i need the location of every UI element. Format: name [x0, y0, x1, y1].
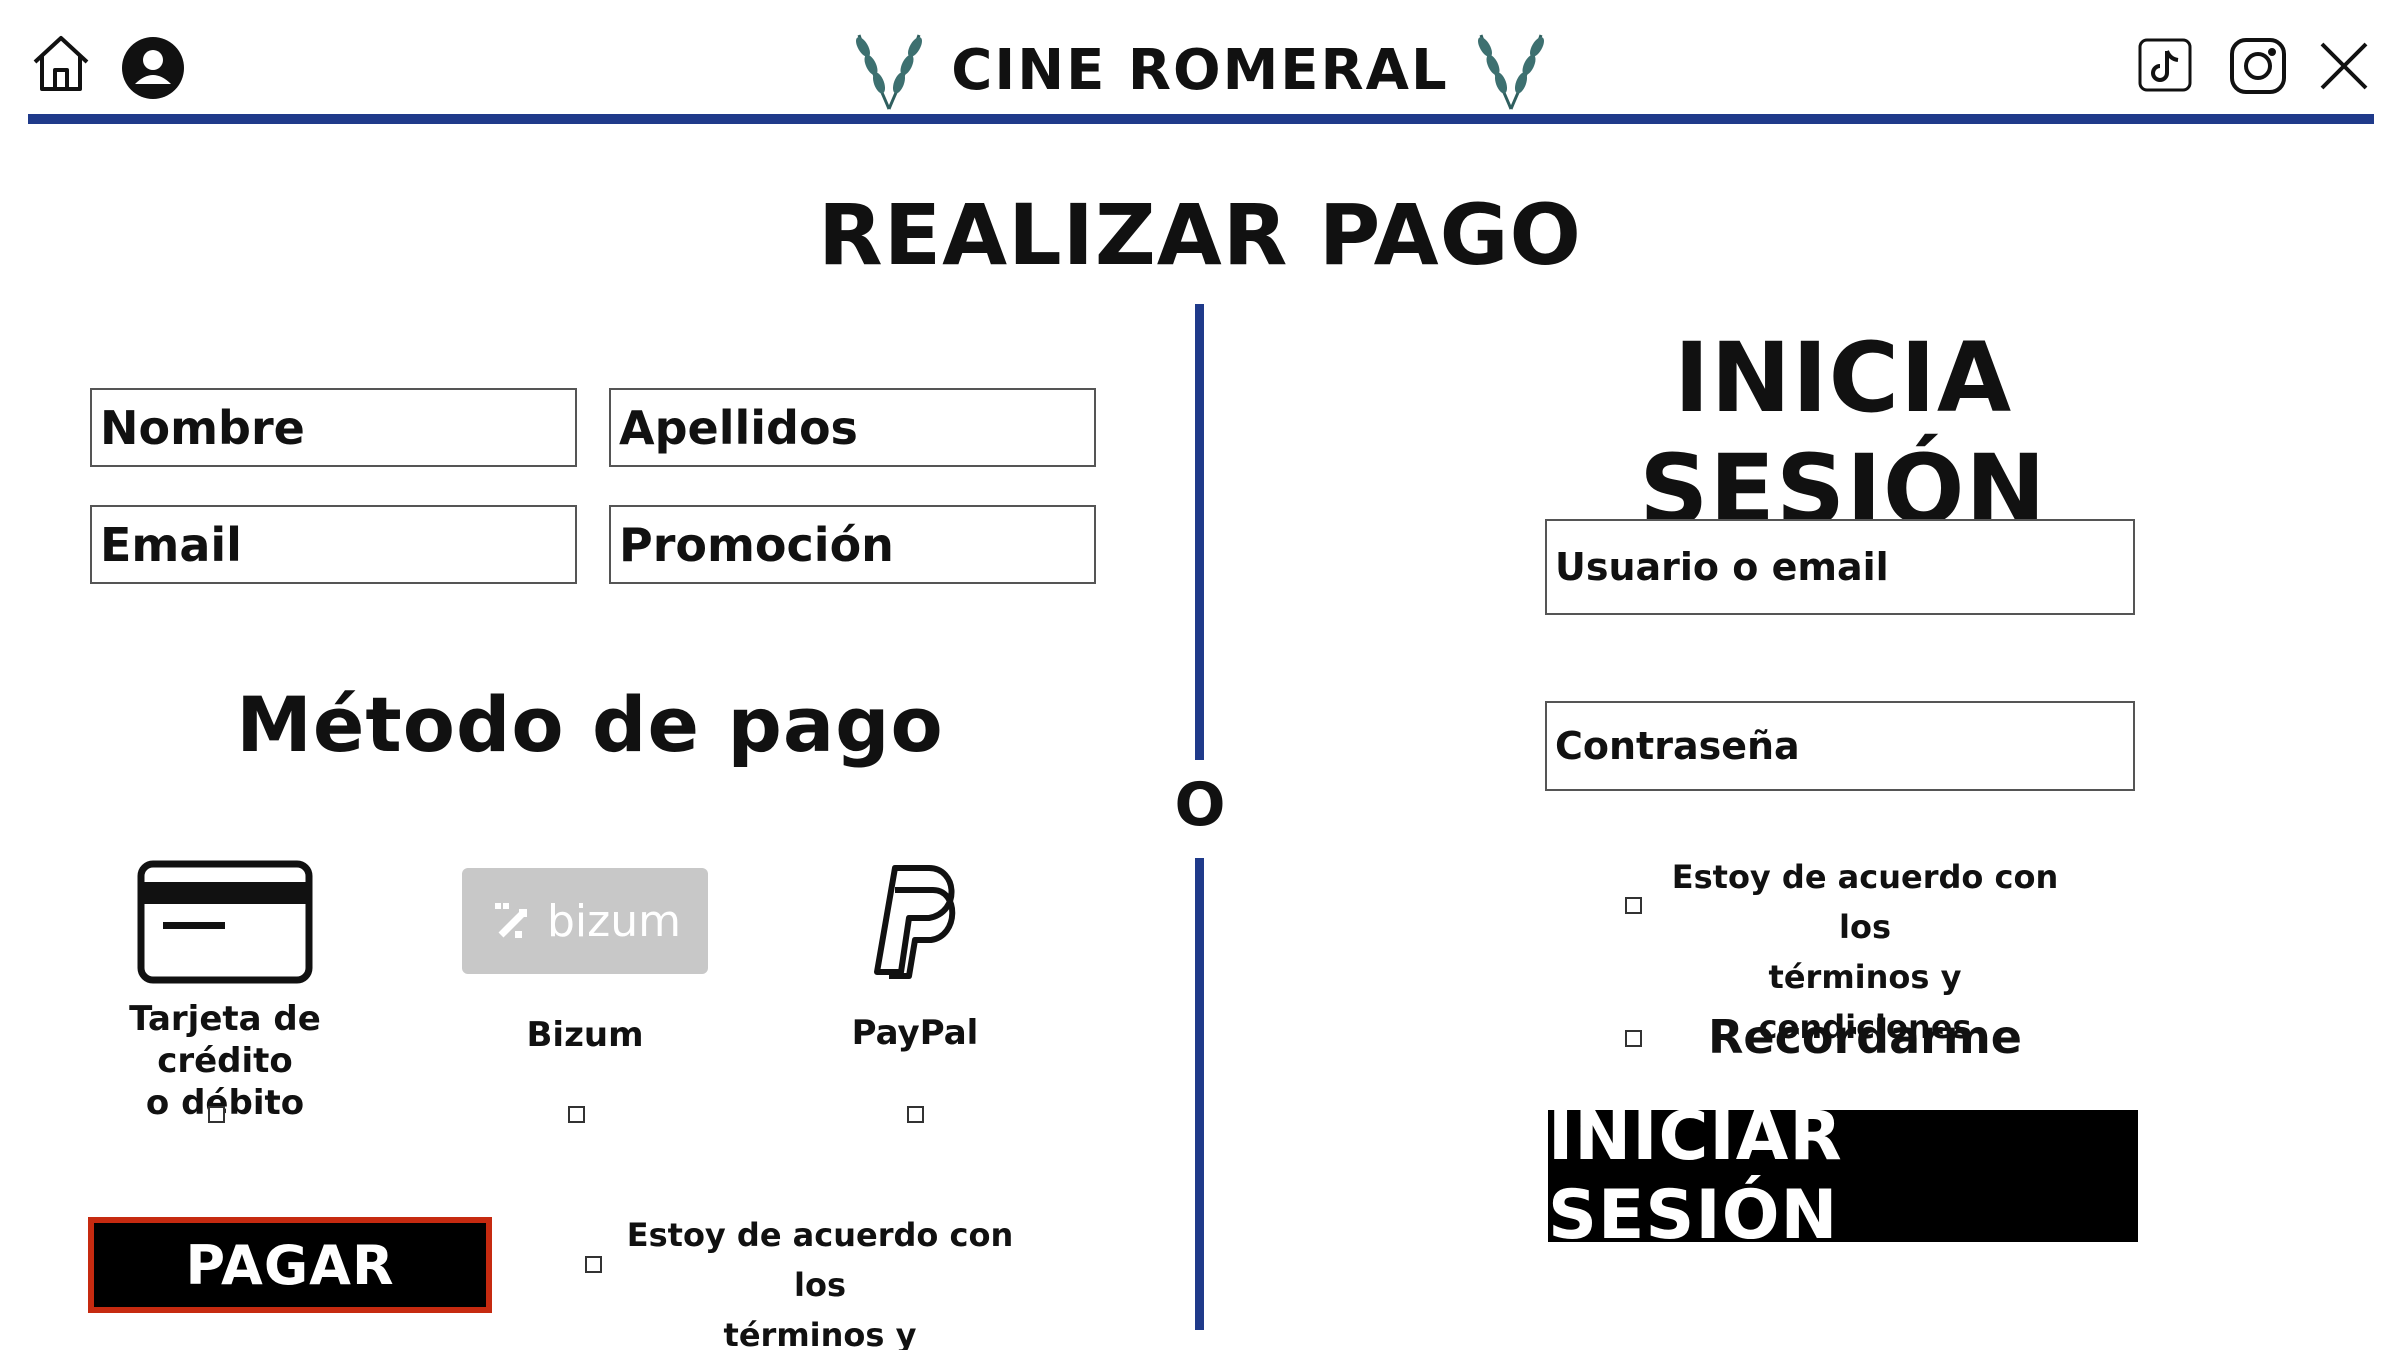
page-title: REALIZAR PAGO	[818, 186, 1582, 284]
vertical-divider-bottom	[1195, 858, 1204, 1330]
login-terms: Estoy de acuerdo con los términos y cond…	[1665, 852, 2065, 1052]
card-checkbox[interactable]	[208, 1106, 225, 1123]
payment-terms-line1: Estoy de acuerdo con los	[626, 1216, 1014, 1304]
payment-terms-checkbox[interactable]	[585, 1256, 602, 1273]
or-label: O	[1174, 770, 1226, 840]
email-field[interactable]	[90, 505, 577, 584]
nombre-input[interactable]	[100, 390, 575, 465]
promocion-input[interactable]	[619, 507, 1094, 582]
method-card[interactable]: Tarjeta de crédito o débito	[70, 860, 380, 1124]
login-terms-line2: términos y condiciones	[1758, 958, 1972, 1046]
login-title: INICIA SESIÓN	[1639, 322, 2047, 546]
email-input[interactable]	[100, 507, 575, 582]
credit-card-icon	[137, 860, 313, 988]
login-button[interactable]: INICIAR SESIÓN	[1548, 1097, 2138, 1255]
apellidos-input[interactable]	[619, 390, 1094, 465]
nombre-field[interactable]	[90, 388, 577, 467]
header-divider	[28, 114, 2374, 124]
remember-checkbox[interactable]	[1625, 1030, 1642, 1047]
instagram-icon[interactable]	[2228, 36, 2288, 96]
brand: CINE ROMERAL	[0, 20, 2400, 120]
brand-title: CINE ROMERAL	[951, 37, 1449, 103]
laurel-icon	[1471, 25, 1551, 115]
payment-terms-line2: términos y condiciones	[723, 1316, 917, 1350]
payment-terms: Estoy de acuerdo con los términos y cond…	[620, 1210, 1020, 1350]
pay-button[interactable]: PAGAR	[88, 1217, 492, 1313]
card-label-line1: Tarjeta de crédito	[129, 999, 321, 1081]
paypal-label: PayPal	[851, 1013, 979, 1053]
bizum-logo-text: bizum	[547, 895, 681, 947]
method-paypal[interactable]: PayPal	[775, 860, 1055, 1054]
password-field[interactable]	[1545, 701, 2135, 791]
x-icon[interactable]	[2316, 38, 2372, 94]
username-input[interactable]	[1555, 521, 2133, 613]
password-input[interactable]	[1555, 703, 2133, 789]
apellidos-field[interactable]	[609, 388, 1096, 467]
method-bizum[interactable]: bizum Bizum	[440, 868, 730, 1056]
username-field[interactable]	[1545, 519, 2135, 615]
login-terms-line1: Estoy de acuerdo con los	[1671, 858, 2059, 946]
payment-method-title: Método de pago	[236, 680, 944, 769]
promocion-field[interactable]	[609, 505, 1096, 584]
bizum-label: Bizum	[526, 1015, 644, 1055]
vertical-divider-top	[1195, 304, 1204, 760]
user-account-icon[interactable]	[120, 35, 186, 101]
tiktok-icon[interactable]	[2136, 36, 2194, 94]
laurel-icon	[849, 25, 929, 115]
home-icon[interactable]	[28, 30, 94, 96]
login-terms-checkbox[interactable]	[1625, 897, 1642, 914]
bizum-logo: bizum	[462, 868, 708, 974]
remember-label: Recordarme	[1708, 1010, 2022, 1064]
paypal-checkbox[interactable]	[907, 1106, 924, 1123]
paypal-icon	[855, 860, 975, 984]
bizum-checkbox[interactable]	[568, 1106, 585, 1123]
